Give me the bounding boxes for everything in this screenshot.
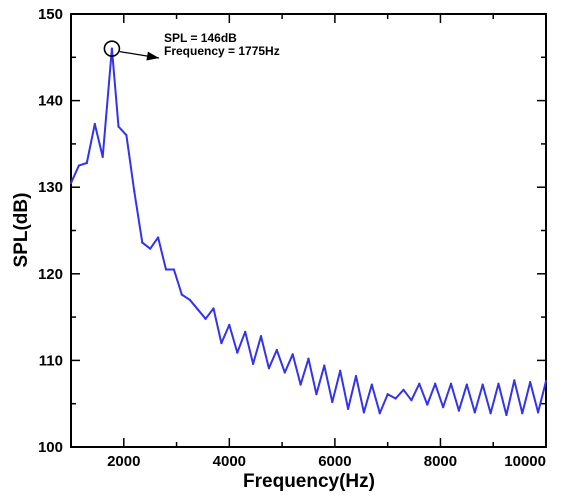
data-point <box>85 161 88 165</box>
data-point <box>449 382 453 385</box>
data-point <box>331 400 334 404</box>
data-point <box>299 383 302 386</box>
data-point <box>536 411 540 414</box>
data-point <box>402 388 405 391</box>
data-point <box>141 241 144 244</box>
data-point <box>362 411 366 414</box>
data-point <box>339 369 342 372</box>
x-tick-label: 2000 <box>107 453 140 470</box>
data-point <box>164 268 168 271</box>
data-point <box>196 308 199 311</box>
data-point <box>259 335 263 338</box>
data-point <box>457 409 461 412</box>
data-point <box>370 383 373 386</box>
series-line <box>70 47 547 416</box>
data-point <box>125 134 128 137</box>
annotation-arrowhead <box>146 51 159 61</box>
data-point <box>267 367 271 370</box>
data-point <box>101 155 104 158</box>
data-point <box>346 407 350 410</box>
data-point <box>110 47 114 50</box>
data-point <box>529 380 532 384</box>
data-point <box>291 353 294 356</box>
y-tick-label: 130 <box>38 179 63 196</box>
data-point <box>283 371 286 374</box>
data-point <box>481 383 484 386</box>
data-point <box>418 382 421 385</box>
data-point <box>489 412 492 415</box>
data-point <box>426 403 429 406</box>
y-tick-label: 150 <box>38 6 63 23</box>
data-point <box>505 413 508 417</box>
data-points <box>69 47 548 417</box>
data-point <box>204 317 207 320</box>
y-axis-ticks: 100 110 120 130 140 150 <box>38 6 546 456</box>
data-point <box>434 382 437 385</box>
data-point <box>465 383 468 386</box>
y-tick-label: 140 <box>38 93 63 110</box>
data-point <box>275 348 278 352</box>
x-axis-ticks: 2000 4000 6000 8000 10000 <box>70 14 547 470</box>
data-point <box>244 330 247 333</box>
data-point <box>544 380 548 383</box>
data-point <box>323 364 326 367</box>
y-tick-label: 120 <box>38 266 63 283</box>
peak-annotation: SPL = 146dB Frequency = 1775Hz <box>103 31 280 61</box>
data-point <box>69 181 73 184</box>
data-point <box>410 399 413 402</box>
data-point <box>156 236 160 239</box>
data-point <box>172 268 176 271</box>
x-tick-label: 8000 <box>424 453 457 470</box>
data-point <box>441 406 445 409</box>
data-point <box>307 357 310 360</box>
data-point <box>354 374 358 378</box>
data-point <box>521 412 524 415</box>
data-point <box>497 382 500 385</box>
data-point <box>236 351 239 354</box>
peak-marker-circle <box>103 40 121 57</box>
x-tick-label: 10000 <box>504 453 546 470</box>
data-point <box>93 122 96 126</box>
data-point <box>394 397 397 400</box>
annotation-line-2: Frequency = 1775Hz <box>164 44 280 58</box>
data-point <box>473 411 476 414</box>
data-point <box>149 247 152 250</box>
data-point <box>220 341 223 345</box>
x-axis-title: Frequency(Hz) <box>243 471 375 492</box>
data-point <box>378 412 381 415</box>
data-point <box>212 307 215 310</box>
data-point <box>228 323 231 326</box>
data-point <box>315 393 318 396</box>
x-tick-label: 6000 <box>318 453 351 470</box>
x-tick-label: 4000 <box>213 453 246 470</box>
annotation-line-1: SPL = 146dB <box>164 31 237 45</box>
data-point <box>188 298 191 301</box>
y-tick-label: 100 <box>38 439 63 456</box>
y-axis-title: SPL(dB) <box>11 193 32 268</box>
data-point <box>77 164 81 167</box>
data-point <box>513 379 516 382</box>
data-point <box>133 190 136 193</box>
plot-frame <box>70 13 547 448</box>
data-point <box>117 125 120 128</box>
y-tick-label: 110 <box>39 352 63 369</box>
data-point <box>180 293 183 296</box>
data-point <box>251 362 255 365</box>
data-point <box>386 393 389 396</box>
